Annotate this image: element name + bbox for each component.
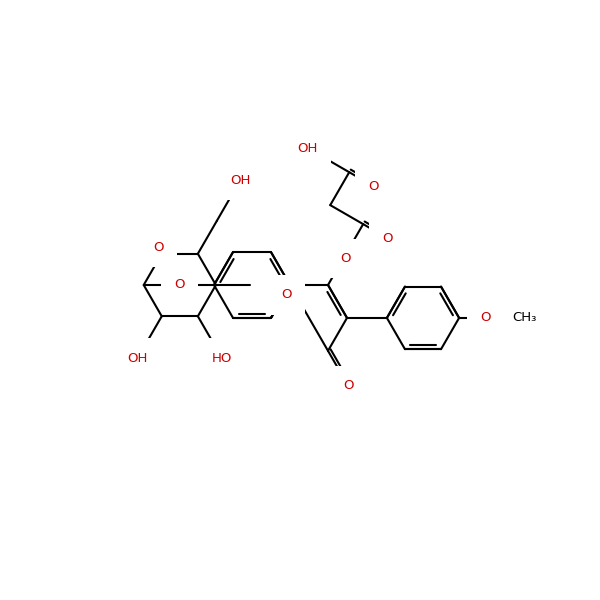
Text: OH: OH bbox=[230, 174, 250, 187]
Text: O: O bbox=[368, 180, 379, 193]
Text: OH: OH bbox=[127, 352, 148, 365]
Text: O: O bbox=[343, 379, 353, 392]
Text: O: O bbox=[340, 252, 350, 265]
Text: O: O bbox=[282, 289, 292, 301]
Text: O: O bbox=[175, 278, 185, 292]
Text: O: O bbox=[153, 241, 163, 254]
Text: OH: OH bbox=[298, 142, 317, 155]
Text: O: O bbox=[382, 232, 393, 245]
Text: HO: HO bbox=[212, 352, 232, 365]
Text: CH₃: CH₃ bbox=[512, 311, 536, 325]
Text: O: O bbox=[481, 311, 491, 325]
